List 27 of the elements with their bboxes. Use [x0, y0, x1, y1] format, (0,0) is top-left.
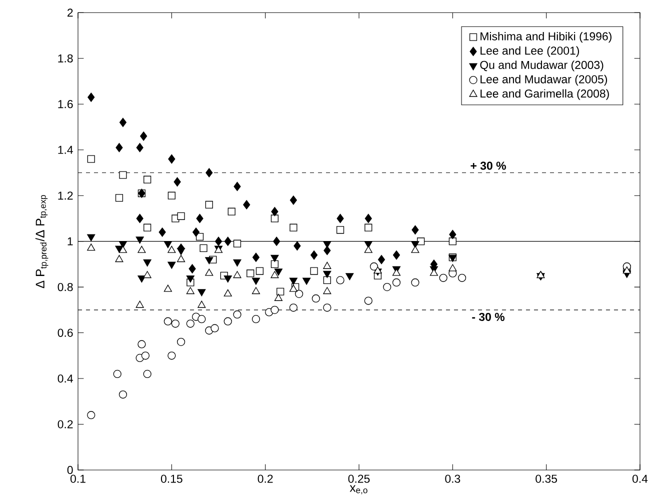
y-tick-label: 1.8	[58, 54, 73, 62]
y-tick-label: 2	[68, 8, 73, 17]
annotation: + 30 %	[470, 162, 506, 170]
y-axis-title: Δ P$_{tp,pred}$/Δ P$_{tp,exp}$	[35, 195, 48, 288]
x-tick-label: 0.35	[536, 474, 558, 483]
y-tick-label: 0.4	[58, 374, 73, 383]
x-tick-label: 0.2	[258, 474, 273, 483]
y-tick-label: 0.6	[58, 328, 73, 337]
y-tick-label: 0	[67, 466, 73, 474]
y-tick-label: 1.6	[58, 100, 73, 108]
legend-label: Qu and Mudawar (2003)	[480, 60, 604, 72]
y-tick-label: 0.8	[58, 282, 73, 292]
y-tick-label: 1.4	[58, 146, 73, 154]
x-tick-label: 0.4	[632, 474, 648, 483]
legend-label: Lee and Mudawar (2005)	[480, 74, 608, 86]
x-tick-label: 0.3	[445, 474, 460, 483]
y-tick-label: 0.2	[58, 420, 73, 428]
x-axis-title: x$_{e,o}$	[350, 485, 368, 494]
x-tick-label: 0.1	[70, 474, 86, 483]
legend-label: Lee and Garimella (2008)	[480, 89, 609, 100]
y-tick-label: 1	[68, 237, 73, 246]
x-tick-label: 0.25	[348, 474, 370, 483]
x-tick-label: 0.15	[160, 474, 182, 483]
y-tick-label: 1.2	[58, 192, 73, 200]
annotation: - 30 %	[472, 312, 505, 321]
legend-label: Lee and Lee (2001)	[480, 46, 580, 57]
legend-label: Mishima and Hibiki (1996)	[480, 32, 612, 43]
